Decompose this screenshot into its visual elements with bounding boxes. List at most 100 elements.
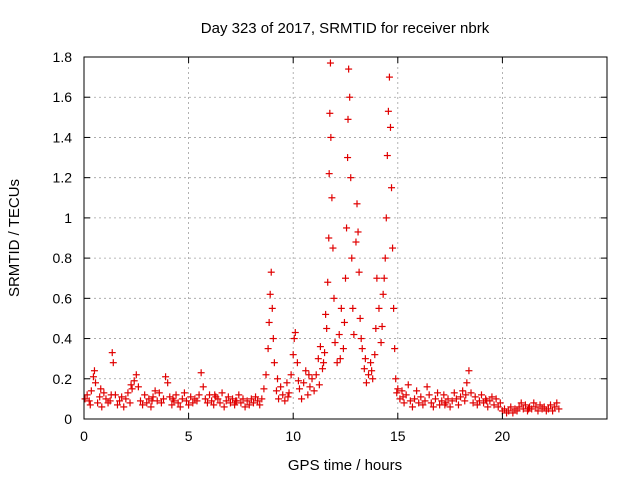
data-point [553, 399, 561, 407]
data-point [352, 238, 360, 246]
data-point [310, 387, 318, 395]
data-point [348, 254, 356, 262]
data-point [269, 335, 277, 343]
data-point [306, 383, 314, 391]
data-point [356, 314, 364, 322]
data-point [266, 290, 274, 298]
data-point [354, 228, 362, 236]
data-point [517, 399, 525, 407]
data-point [277, 383, 285, 391]
data-point [193, 397, 201, 405]
data-point [337, 304, 345, 312]
data-point [342, 274, 349, 282]
data-point [452, 395, 460, 403]
data-point [408, 403, 416, 411]
data-point [372, 325, 380, 332]
data-point [249, 399, 257, 407]
data-point [174, 399, 182, 407]
data-point [189, 399, 197, 407]
data-point [350, 331, 358, 339]
chart-title: Day 323 of 2017, SRMTID for receiver nbr… [201, 20, 490, 37]
y-tick-label: 1 [64, 210, 72, 226]
data-point [81, 395, 89, 403]
data-point [134, 383, 142, 391]
data-point [494, 403, 502, 411]
data-point [484, 403, 492, 411]
data-point [378, 322, 386, 330]
data-point [287, 371, 295, 379]
data-point [340, 318, 348, 326]
data-point [515, 403, 523, 411]
data-point [525, 405, 533, 413]
data-point [331, 339, 339, 347]
data-point [555, 405, 563, 413]
data-point [344, 115, 352, 123]
data-point [357, 335, 365, 343]
data-point [411, 395, 419, 403]
data-point [180, 389, 188, 397]
data-point [149, 393, 157, 401]
y-axis-ticks: 0 0.2 0.4 0.6 0.8 1 1.2 1.4 1.6 1.8 [53, 49, 607, 427]
y-tick-label: 0.8 [53, 250, 73, 266]
data-point [87, 387, 95, 395]
data-point [226, 399, 234, 407]
data-point [467, 389, 475, 397]
x-tick-label: 20 [495, 428, 511, 444]
data-point [293, 359, 301, 367]
data-point [98, 403, 106, 411]
data-point [94, 399, 102, 407]
data-point [260, 385, 268, 393]
data-point [147, 403, 155, 411]
data-point [210, 401, 218, 409]
data-point [488, 393, 496, 401]
data-point [369, 375, 377, 383]
data-point [392, 375, 400, 383]
data-point [390, 304, 398, 312]
data-point [362, 379, 370, 387]
data-point [274, 375, 282, 383]
data-point [201, 395, 209, 403]
data-point [231, 401, 239, 409]
data-point [509, 409, 517, 417]
y-tick-label: 1.4 [53, 129, 73, 145]
data-point [347, 174, 355, 182]
data-point [289, 351, 297, 359]
data-point [536, 401, 544, 409]
data-point [385, 73, 393, 81]
data-point [183, 397, 191, 405]
data-point [141, 391, 149, 399]
data-point [187, 393, 195, 401]
data-point [245, 401, 253, 409]
data-point [132, 371, 140, 379]
x-axis-label: GPS time / hours [288, 457, 402, 474]
data-point [265, 318, 273, 326]
data-point [388, 184, 396, 192]
data-point [116, 397, 124, 405]
data-point [446, 403, 454, 411]
data-point [272, 387, 280, 395]
data-point [490, 401, 498, 409]
data-point [353, 200, 361, 208]
data-point [139, 401, 147, 409]
data-point [151, 387, 159, 395]
data-point [492, 395, 500, 403]
data-point [323, 325, 331, 332]
data-point [327, 133, 335, 141]
data-point [427, 399, 435, 407]
data-point [315, 381, 323, 389]
data-point [441, 401, 449, 409]
data-point [339, 345, 347, 353]
data-point [275, 395, 283, 403]
data-point [473, 401, 481, 409]
data-point [423, 383, 431, 391]
data-point [429, 403, 437, 411]
data-point [496, 399, 504, 407]
data-point [97, 385, 105, 393]
data-point [367, 359, 375, 367]
data-point [143, 399, 151, 407]
data-point [318, 365, 326, 373]
data-point [195, 391, 203, 399]
data-point [530, 399, 538, 407]
data-point [254, 397, 262, 405]
data-point [417, 393, 425, 401]
